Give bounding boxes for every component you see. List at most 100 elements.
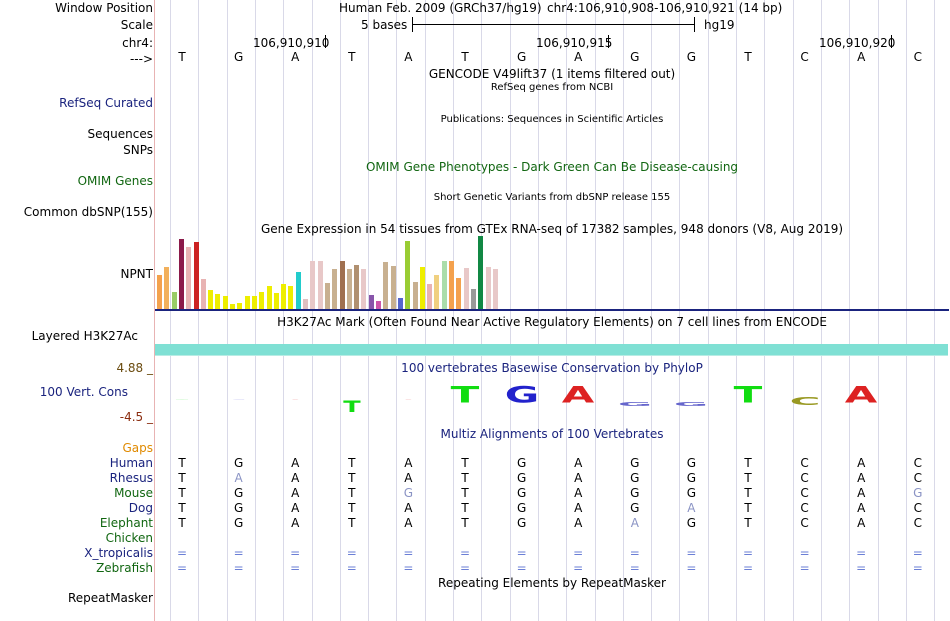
gtex-bar[interactable] (295, 272, 301, 309)
gtex-bar[interactable] (346, 269, 352, 309)
coord-mark: 106,910,920 (819, 36, 896, 50)
conservation-letter: A (844, 383, 878, 409)
gtex-bar[interactable] (324, 283, 330, 309)
alignment-base: A (857, 501, 866, 515)
alignment-base: = (686, 561, 697, 575)
gtex-bar[interactable] (208, 290, 214, 309)
phylop-label[interactable]: 100 Vert. Cons (39, 385, 128, 399)
position-text[interactable]: chr4:106,910,908-106,910,921 (14 bp) (547, 1, 783, 15)
species-label[interactable]: Mouse (114, 486, 153, 500)
gtex-expression-chart[interactable] (155, 236, 555, 309)
ruler-base: T (178, 50, 186, 64)
gtex-bar[interactable] (157, 275, 162, 309)
gtex-bar[interactable] (449, 261, 454, 309)
gencode-track-title[interactable]: GENCODE V49lift37 (1 items filtered out) (428, 67, 676, 81)
gtex-bar[interactable] (259, 292, 265, 309)
gtex-bar[interactable] (383, 262, 389, 309)
sequences-label[interactable]: Sequences (87, 127, 153, 141)
alignment-base: G (233, 516, 244, 530)
h3k27ac-track-title[interactable]: H3K27Ac Mark (Often Found Near Active Re… (277, 315, 827, 329)
refseq-track-title[interactable]: RefSeq genes from NCBI (490, 82, 614, 93)
snps-label[interactable]: SNPs (123, 143, 153, 157)
gtex-bar[interactable] (288, 286, 294, 309)
gtex-bar[interactable] (266, 286, 272, 309)
gtex-bar[interactable] (303, 299, 308, 309)
multiz-track-title[interactable]: Multiz Alignments of 100 Vertebrates (440, 427, 664, 441)
gtex-bar[interactable] (368, 295, 374, 309)
alignment-base: G (403, 486, 414, 500)
dbsnp-track-title[interactable]: Short Genetic Variants from dbSNP releas… (433, 192, 671, 203)
gtex-bar[interactable] (310, 261, 316, 309)
gtex-bar[interactable] (470, 289, 476, 309)
gtex-bar[interactable] (434, 275, 440, 309)
gtex-bar[interactable] (339, 261, 345, 309)
alignment-base: = (176, 546, 188, 560)
gtex-bar[interactable] (478, 236, 484, 309)
gtex-track-title[interactable]: Gene Expression in 54 tissues from GTEx … (260, 222, 844, 236)
omim-track-title[interactable]: OMIM Gene Phenotypes - Dark Green Can Be… (365, 160, 739, 174)
species-label[interactable]: Human (109, 456, 153, 470)
publications-track-title[interactable]: Publications: Sequences in Scientific Ar… (440, 114, 664, 125)
gtex-bar[interactable] (419, 267, 425, 309)
alignment-base: = (290, 546, 301, 560)
omim-label[interactable]: OMIM Genes (77, 174, 153, 188)
repeatmasker-track-title[interactable]: Repeating Elements by RepeatMasker (438, 576, 666, 590)
species-label[interactable]: Zebrafish (96, 561, 153, 575)
gtex-bar[interactable] (164, 267, 170, 309)
ruler-base: A (291, 50, 300, 64)
gtex-bar[interactable] (178, 239, 184, 309)
gtex-bar[interactable] (405, 241, 411, 309)
ruler-base: T (461, 50, 469, 64)
gtex-bar[interactable] (317, 261, 323, 309)
species-label[interactable]: Chicken (105, 531, 153, 545)
gtex-bar[interactable] (456, 278, 462, 309)
gtex-bar[interactable] (492, 269, 498, 309)
gtex-bar[interactable] (237, 303, 243, 309)
gtex-bar[interactable] (171, 292, 177, 309)
gtex-bar[interactable] (273, 293, 279, 309)
alignment-base: A (404, 516, 413, 530)
species-label[interactable]: X_tropicalis (84, 546, 153, 560)
gtex-bar[interactable] (200, 279, 206, 309)
ruler-base: C (800, 50, 809, 64)
gtex-bar[interactable] (230, 304, 235, 309)
species-label[interactable]: Dog (128, 501, 153, 515)
ruler-base: T (744, 50, 752, 64)
gtex-bar[interactable] (186, 247, 192, 309)
gtex-bar[interactable] (412, 282, 418, 309)
species-label[interactable]: Elephant (99, 516, 153, 530)
h3k27ac-signal (155, 344, 948, 355)
gtex-bar[interactable] (390, 266, 396, 309)
gtex-bar[interactable] (332, 269, 338, 309)
alignment-base: = (573, 561, 584, 575)
gtex-bar[interactable] (281, 284, 287, 309)
gtex-bar[interactable] (215, 294, 221, 309)
alignment-base: C (800, 516, 809, 530)
gtex-bar[interactable] (251, 296, 257, 309)
gaps-label[interactable]: Gaps (122, 441, 153, 455)
gtex-bar[interactable] (222, 296, 228, 309)
gtex-bar[interactable] (193, 242, 199, 309)
gtex-bar[interactable] (397, 298, 403, 309)
gtex-bar[interactable] (441, 261, 447, 309)
gtex-bar[interactable] (427, 284, 433, 309)
window-position-label: Window Position (55, 1, 153, 15)
dbsnp-label[interactable]: Common dbSNP(155) (23, 205, 153, 219)
species-label[interactable]: Rhesus (109, 471, 153, 485)
gtex-bar[interactable] (244, 296, 250, 309)
repeatmasker-label[interactable]: RepeatMasker (67, 591, 153, 605)
gtex-bar[interactable] (485, 267, 491, 309)
gtex-bar[interactable] (376, 301, 381, 309)
gtex-bar[interactable] (354, 265, 360, 309)
gtex-bar[interactable] (361, 269, 367, 309)
h3k27ac-label[interactable]: Layered H3K27Ac (31, 329, 138, 343)
phylop-track-title[interactable]: 100 vertebrates Basewise Conservation by… (401, 361, 703, 375)
conservation-letter: T (733, 383, 763, 409)
assembly-text[interactable]: Human Feb. 2009 (GRCh37/hg19) (339, 1, 542, 15)
refseq-label[interactable]: RefSeq Curated (59, 96, 153, 110)
alignment-base: = (686, 546, 697, 560)
gtex-bar[interactable] (463, 268, 469, 309)
alignment-base: A (404, 471, 413, 485)
gtex-gene-label[interactable]: NPNT (120, 267, 153, 281)
alignment-base: = (742, 546, 754, 560)
